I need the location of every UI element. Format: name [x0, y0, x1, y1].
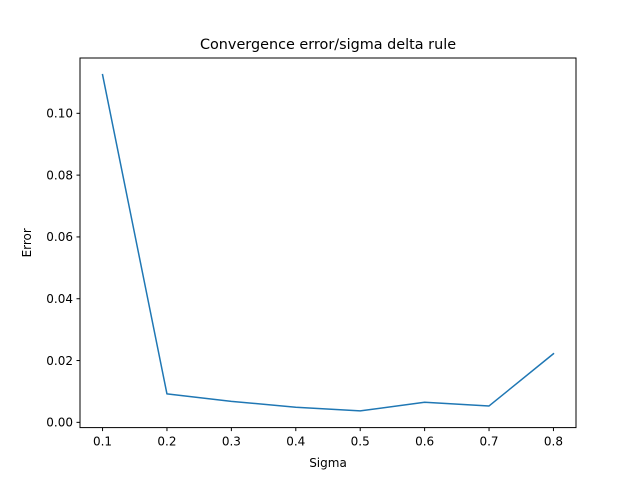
x-tick-label: 0.1 — [93, 435, 112, 449]
chart-title: Convergence error/sigma delta rule — [200, 37, 456, 53]
x-tick-label: 0.6 — [415, 435, 434, 449]
x-tick-label: 0.3 — [222, 435, 241, 449]
y-tick-label: 0.08 — [46, 168, 73, 182]
y-tick-label: 0.02 — [46, 354, 73, 368]
x-tick-label: 0.7 — [479, 435, 498, 449]
x-tick-label: 0.5 — [351, 435, 370, 449]
y-tick-label: 0.10 — [46, 107, 73, 121]
x-tick-label: 0.8 — [544, 435, 563, 449]
y-tick-label: 0.06 — [46, 230, 73, 244]
y-tick-label: 0.04 — [46, 292, 73, 306]
y-tick-label: 0.00 — [46, 416, 73, 430]
x-tick-label: 0.4 — [286, 435, 305, 449]
series-line-0 — [101, 73, 555, 412]
x-axis-label: Sigma — [309, 456, 347, 470]
y-axis-label: Error — [20, 228, 34, 257]
plot-frame — [79, 57, 577, 429]
x-tick-label: 0.2 — [157, 435, 176, 449]
